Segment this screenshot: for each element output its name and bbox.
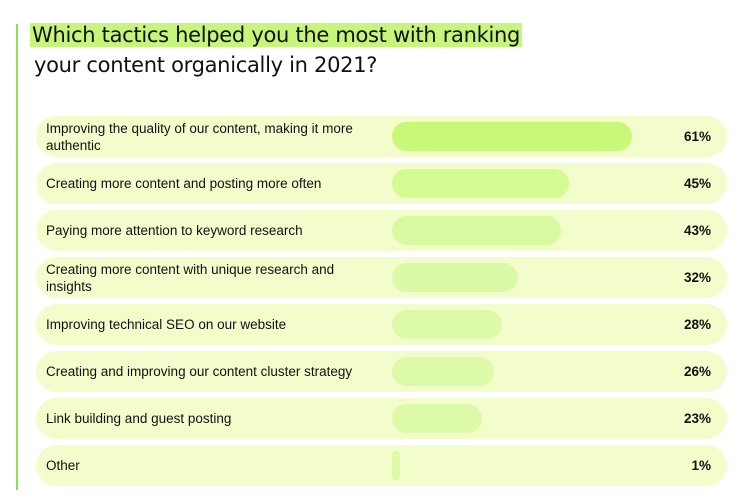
category-label: Paying more attention to keyword researc…: [46, 223, 303, 238]
category-label: Creating more content and posting more o…: [46, 176, 322, 191]
bar-row: Creating more content and posting more o…: [36, 163, 727, 204]
category-label: Improving technical SEO on our website: [46, 317, 287, 332]
title-line-1: Which tactics helped you the most with r…: [30, 23, 523, 47]
bar: [392, 310, 503, 339]
value-label: 28%: [683, 317, 711, 332]
value-label: 45%: [683, 176, 711, 191]
bar-row: Improving technical SEO on our website 28…: [36, 304, 727, 345]
value-label: 61%: [683, 129, 711, 144]
category-label: Creating and improving our content clust…: [46, 364, 353, 379]
title-line-2: your content organically in 2021?: [34, 53, 378, 77]
bar: [392, 404, 483, 433]
category-label: Link building and guest posting: [46, 411, 232, 426]
category-label: Other: [46, 458, 80, 473]
bar-row: Link building and guest posting 23%: [36, 398, 727, 439]
bar: [392, 122, 632, 151]
bar-row: Creating more content with unique resear…: [36, 257, 727, 298]
chart-title: Which tactics helped you the most with r…: [30, 20, 523, 80]
value-label: 1%: [691, 458, 711, 473]
value-label: 26%: [683, 364, 711, 379]
value-label: 23%: [683, 411, 711, 426]
category-label: Creating more content with unique resear…: [46, 261, 335, 294]
bar-row: Other 1%: [36, 445, 727, 486]
bar-row: Improving the quality of our content, ma…: [36, 116, 727, 157]
value-label: 43%: [683, 223, 711, 238]
category-label: Improving the quality of our content, ma…: [46, 120, 353, 153]
bar: [392, 263, 518, 292]
bar-row: Paying more attention to keyword researc…: [36, 210, 727, 251]
bar: [392, 169, 569, 198]
bar: [392, 357, 495, 386]
bar: [392, 216, 561, 245]
value-label: 32%: [683, 270, 711, 285]
accent-line: [16, 24, 18, 490]
bar: [392, 451, 400, 480]
bar-row: Creating and improving our content clust…: [36, 351, 727, 392]
